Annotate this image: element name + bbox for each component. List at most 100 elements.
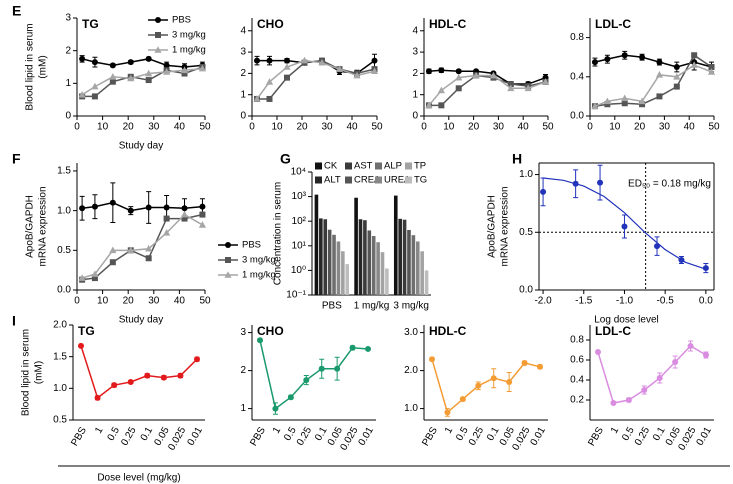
panel-label: G — [280, 151, 291, 167]
x-tick-label: -0.5 — [657, 296, 675, 307]
y-tick-label: 0.0 — [57, 285, 71, 296]
legend-label: CREA — [354, 175, 381, 186]
bar — [341, 251, 345, 295]
x-tick-label: 40 — [174, 296, 186, 307]
point — [610, 400, 617, 406]
bar — [393, 195, 398, 295]
x-tick-label: 20 — [123, 296, 135, 307]
bar — [332, 234, 336, 295]
y-tick-label: 1 — [240, 89, 246, 100]
point — [707, 68, 716, 75]
point — [91, 59, 98, 66]
bar — [323, 219, 328, 295]
bar — [345, 264, 350, 295]
y-axis-label: ApoB/GAPDH — [25, 195, 36, 258]
point — [506, 379, 513, 385]
point — [109, 78, 116, 85]
point — [109, 62, 116, 69]
x-tick-label: 50 — [199, 296, 211, 307]
point — [507, 81, 514, 88]
y-tick-label: 0 — [240, 111, 246, 122]
point — [507, 84, 515, 92]
point — [79, 205, 86, 212]
y-tick-label: 1.0 — [519, 169, 533, 180]
point — [655, 71, 664, 78]
series-line — [81, 67, 203, 96]
point — [300, 56, 309, 64]
point — [673, 64, 680, 70]
legend-swatch — [345, 176, 352, 184]
point — [79, 55, 86, 62]
point — [639, 54, 646, 61]
point — [690, 61, 698, 68]
point — [541, 78, 550, 85]
chart-title: TG — [82, 17, 99, 31]
y-tick-label: 2 — [412, 68, 418, 79]
bar — [424, 270, 429, 295]
point — [444, 409, 451, 416]
y-tick-label: 0.4 — [570, 71, 584, 82]
point — [303, 377, 310, 384]
bar — [367, 230, 372, 295]
y-tick-label: 0.5 — [57, 245, 71, 256]
legend-marker — [155, 32, 161, 38]
point — [621, 94, 629, 102]
y-axis-label: mRNA expression — [500, 186, 511, 266]
point — [284, 74, 290, 81]
panel-label: F — [12, 151, 21, 167]
point — [425, 101, 433, 109]
point — [198, 221, 207, 228]
point — [127, 59, 134, 66]
y-tick-label: 0 — [412, 111, 418, 122]
series-line — [428, 74, 546, 106]
point — [94, 394, 101, 401]
point — [284, 57, 290, 64]
point — [489, 71, 498, 79]
point — [265, 78, 274, 85]
y-axis-label: mRNA expression — [38, 186, 49, 266]
bar — [376, 242, 380, 295]
point — [127, 74, 135, 82]
x-tick-label: 0 — [249, 122, 255, 133]
point — [437, 86, 445, 94]
x-tick-label: 0 — [74, 122, 80, 133]
legend-label: PBS — [242, 240, 261, 251]
point — [199, 211, 206, 218]
x-tick-label: 1 — [609, 425, 622, 436]
chart-title: LDL-C — [595, 17, 631, 31]
x-tick-label: 1 mg/kg — [354, 301, 390, 312]
point — [78, 90, 86, 98]
y-tick-label: 3 — [412, 47, 418, 58]
point — [604, 56, 611, 63]
point — [703, 352, 709, 358]
y-tick-label: 10¹ — [292, 240, 307, 251]
panel-label: H — [512, 151, 522, 167]
x-tick-label: 3 mg/kg — [393, 301, 429, 312]
point — [656, 93, 663, 100]
point — [349, 344, 356, 351]
y-tick-label: 10⁻¹ — [286, 290, 306, 301]
bar — [371, 236, 376, 295]
point — [181, 215, 188, 222]
bar — [314, 194, 319, 295]
x-tick-label: 10 — [97, 296, 109, 307]
legend-label: 1 mg/kg — [172, 45, 206, 56]
point — [266, 95, 273, 102]
point — [318, 365, 325, 372]
point — [283, 63, 291, 70]
y-tick-label: 2 — [240, 68, 246, 79]
chart-title: HDL-C — [429, 324, 467, 338]
y-tick-label: 1.0 — [57, 205, 71, 216]
point — [253, 95, 261, 102]
x-tick-label: 40 — [346, 122, 358, 133]
legend-swatch — [405, 162, 412, 170]
point — [163, 229, 171, 236]
y-tick-label: 0.6 — [570, 355, 584, 366]
point — [656, 59, 663, 66]
legend-swatch — [375, 162, 382, 170]
x-tick-label: 1 — [93, 425, 106, 436]
y-tick-label: 10⁰ — [291, 265, 306, 276]
point — [472, 71, 480, 79]
point — [702, 265, 709, 272]
bar — [407, 229, 411, 295]
